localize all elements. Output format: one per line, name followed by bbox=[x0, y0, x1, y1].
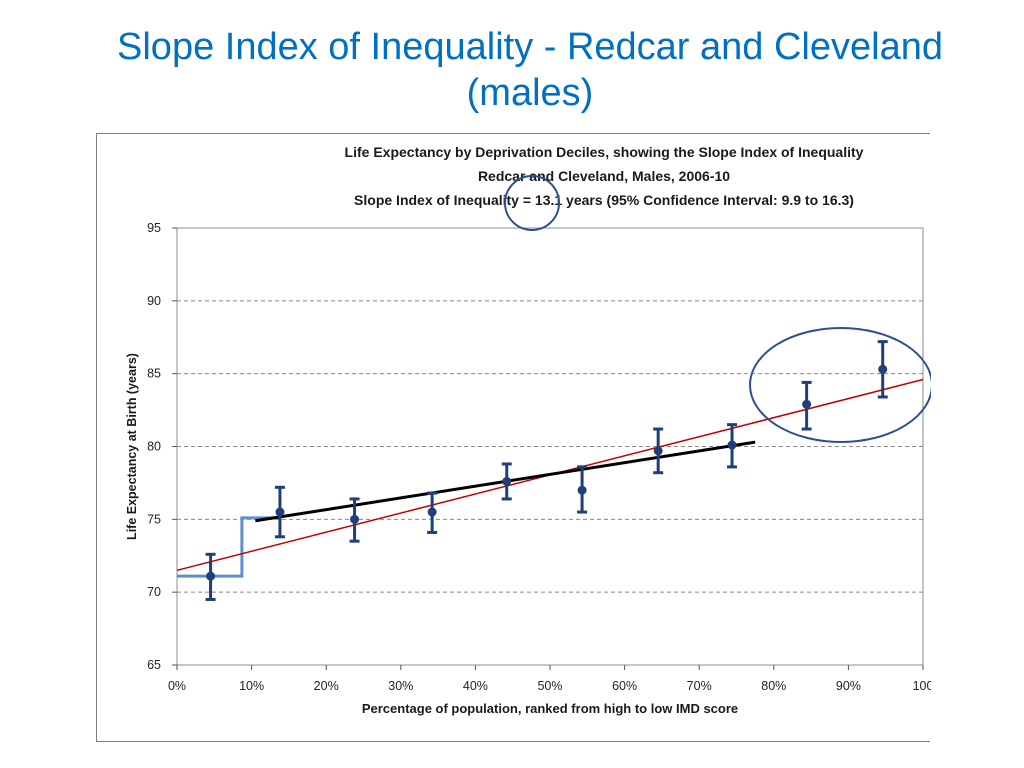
data-point-7 bbox=[653, 446, 663, 456]
x-tick-label: 100 bbox=[913, 679, 931, 693]
y-tick-label: 65 bbox=[147, 658, 161, 672]
x-tick-label: 40% bbox=[463, 679, 488, 693]
top-deciles-highlight-ellipse bbox=[749, 327, 931, 443]
y-axis-label: Life Expectancy at Birth (years) bbox=[125, 353, 139, 540]
x-tick-label: 20% bbox=[314, 679, 339, 693]
data-point-9 bbox=[802, 399, 812, 409]
y-tick-label: 75 bbox=[147, 512, 161, 526]
x-tick-label: 10% bbox=[239, 679, 264, 693]
x-tick-label: 0% bbox=[168, 679, 186, 693]
x-tick-label: 50% bbox=[537, 679, 562, 693]
chart-frame: Life Expectancy by Deprivation Deciles, … bbox=[96, 133, 931, 742]
data-point-6 bbox=[577, 485, 587, 495]
y-tick-label: 95 bbox=[147, 221, 161, 235]
data-point-10 bbox=[878, 364, 888, 374]
data-point-1 bbox=[206, 571, 216, 581]
slide-title-line-1: Slope Index of Inequality - Redcar and C… bbox=[117, 26, 943, 68]
y-tick-label: 85 bbox=[147, 367, 161, 381]
x-tick-label: 80% bbox=[761, 679, 786, 693]
x-tick-label: 30% bbox=[388, 679, 413, 693]
chart-title-line-3: Slope Index of Inequality = 13.1 years (… bbox=[354, 192, 854, 208]
y-tick-label: 90 bbox=[147, 294, 161, 308]
x-tick-label: 90% bbox=[836, 679, 861, 693]
data-point-5 bbox=[502, 476, 512, 486]
x-tick-label: 60% bbox=[612, 679, 637, 693]
slide-title: Slope Index of Inequality - Redcar and C… bbox=[60, 24, 1000, 116]
step-line bbox=[177, 516, 280, 578]
data-point-3 bbox=[350, 514, 360, 524]
chart-title-line-2: Redcar and Cleveland, Males, 2006-10 bbox=[478, 168, 730, 184]
x-axis-label: Percentage of population, ranked from hi… bbox=[362, 701, 738, 716]
data-point-4 bbox=[427, 507, 437, 517]
x-tick-label: 70% bbox=[687, 679, 712, 693]
y-tick-label: 70 bbox=[147, 585, 161, 599]
chart-title-line-1: Life Expectancy by Deprivation Deciles, … bbox=[345, 144, 864, 160]
life-expectancy-chart: Life Expectancy by Deprivation Deciles, … bbox=[125, 144, 931, 716]
data-point-8 bbox=[727, 440, 737, 450]
data-point-2 bbox=[275, 507, 285, 517]
sii-value-highlight-circle bbox=[504, 175, 560, 231]
y-tick-label: 80 bbox=[147, 440, 161, 454]
slide-title-line-2: (males) bbox=[466, 72, 594, 114]
